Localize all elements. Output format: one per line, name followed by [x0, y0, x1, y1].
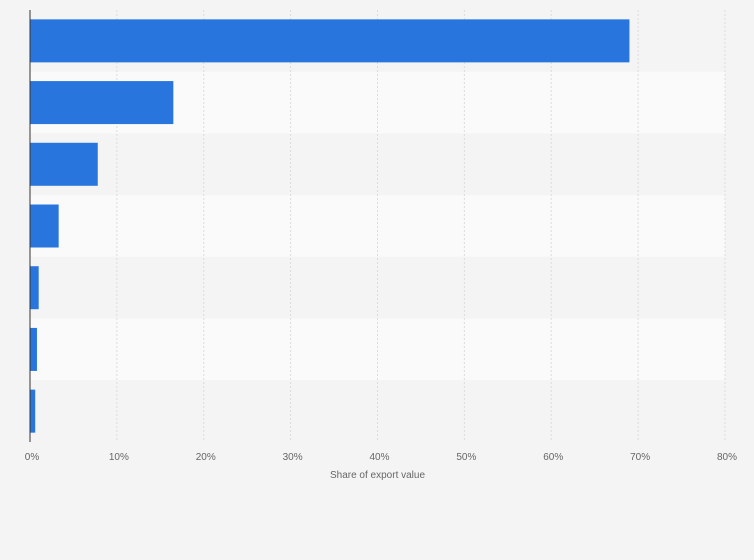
x-tick-label: 10% [109, 452, 129, 463]
x-tick-label: 0% [25, 452, 40, 463]
x-tick-label: 60% [543, 452, 563, 463]
bar[interactable] [30, 142, 98, 186]
bars [30, 19, 630, 433]
bar[interactable] [30, 19, 630, 63]
gridlines [116, 10, 726, 442]
x-tick-label: 20% [196, 452, 216, 463]
bar[interactable] [30, 327, 37, 371]
x-tick-label: 70% [630, 452, 650, 463]
bar[interactable] [30, 81, 174, 125]
bar[interactable] [30, 389, 36, 433]
x-tick-label: 50% [456, 452, 476, 463]
bar[interactable] [30, 204, 59, 248]
x-tick-label: 80% [717, 452, 737, 463]
bar[interactable] [30, 266, 39, 310]
x-tick-label: 30% [283, 452, 303, 463]
x-axis-title: Share of export value [330, 470, 425, 481]
x-tick-labels: 0% 10% 20% 30% 40% 50% 60% 70% 80% [25, 452, 737, 463]
x-tick-label: 40% [369, 452, 389, 463]
